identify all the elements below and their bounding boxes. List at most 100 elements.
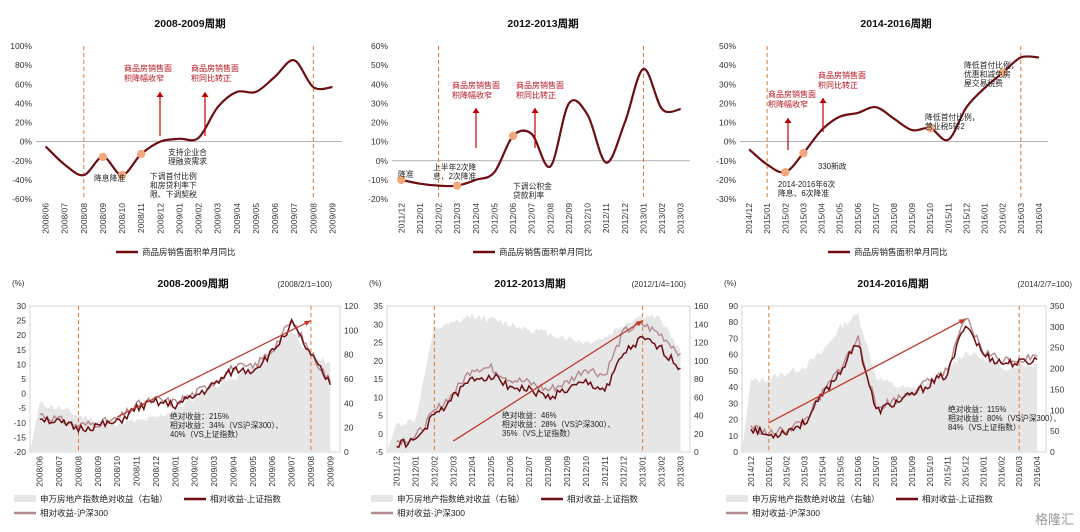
red-annotation: 商品房销售面积同比转正 xyxy=(516,80,564,100)
x-tick-label: 2015/01 xyxy=(762,203,772,234)
x-tick-label: 2016/01 xyxy=(980,203,990,234)
y-tick-label: -10% xyxy=(716,156,736,166)
right-tick-label: 300 xyxy=(1050,322,1064,332)
x-tick-label: 2012/05 xyxy=(489,203,499,234)
y-tick-label: -20% xyxy=(12,156,32,166)
x-tick-label: 2009/02 xyxy=(190,456,200,487)
y-tick-label: -30% xyxy=(716,194,736,204)
legend-swatch xyxy=(726,495,748,502)
trend-arrow xyxy=(768,318,966,424)
y-tick-label: -40% xyxy=(12,175,32,185)
x-tick-label: 2009/08 xyxy=(308,203,318,234)
y-tick-label: -20% xyxy=(368,194,388,204)
absolute-return-note: 绝对收益：215% xyxy=(170,411,229,421)
right-tick-label: 0 xyxy=(1050,447,1055,457)
x-tick-label: 2012/01 xyxy=(415,203,425,234)
x-tick-label: 2015/07 xyxy=(871,203,881,234)
unit-label: (%) xyxy=(369,279,382,288)
series-line xyxy=(401,67,681,188)
right-tick-label: 40 xyxy=(344,398,354,408)
y-tick-label: 10% xyxy=(371,137,388,147)
right-tick-label: 80 xyxy=(694,374,704,384)
x-tick-label: 2008/10 xyxy=(117,203,127,234)
x-tick-label: 2015/01 xyxy=(764,456,774,487)
left-tick-label: 5 xyxy=(378,411,383,421)
x-tick-label: 2008/11 xyxy=(136,203,146,233)
policy-marker xyxy=(397,175,406,185)
policy-annotation: 下调公积金贷款利率 xyxy=(513,181,552,200)
policy-annotation: 支持企业合理融资需求 xyxy=(168,147,207,166)
x-tick-label: 2012/09 xyxy=(564,203,574,234)
x-tick-label: 2008/09 xyxy=(98,203,108,234)
x-tick-label: 2012/07 xyxy=(527,203,537,234)
red-annotation: 商品房销售面积同比转正 xyxy=(818,70,866,90)
y-tick-label: 50% xyxy=(719,41,736,51)
x-tick-label: 2009/06 xyxy=(267,456,277,487)
x-tick-label: 2009/03 xyxy=(209,456,219,487)
x-tick-label: 2008/09 xyxy=(93,456,103,487)
x-tick-label: 2009/01 xyxy=(170,456,180,487)
policy-annotation: 降低首付比例，优惠和减免房屋交易税费 xyxy=(964,60,1019,88)
left-tick-label: 0 xyxy=(378,429,383,439)
x-tick-label: 2014/12 xyxy=(746,456,756,487)
relative-return-note: 相对收益：34%（VS沪深300）、 40%（VS上证指数） xyxy=(170,420,283,439)
x-tick-label: 2008/07 xyxy=(54,456,64,487)
red-annotation: 商品房销售面积同比转正 xyxy=(191,63,239,83)
legend-label: 申万房地产指数绝对收益（右轴） xyxy=(397,494,525,504)
left-tick-label: 15 xyxy=(17,345,27,355)
x-tick-label: 2009/07 xyxy=(289,203,299,234)
absolute-return-note: 绝对收益：46% xyxy=(502,410,557,420)
x-tick-label: 2015/10 xyxy=(925,203,935,234)
x-tick-label: 2015/04 xyxy=(817,456,827,487)
x-tick-label: 2008/12 xyxy=(155,203,165,234)
bottom-chart-3: 2014-2016周期 (2014/2/7=100) (%) 90 80 70 60 50 40… xyxy=(724,277,1072,518)
right-tick-label: 160 xyxy=(694,301,708,311)
series-line xyxy=(748,55,1039,174)
left-tick-label: 15 xyxy=(374,374,384,384)
legend-label: 商品房销售面积单月同比 xyxy=(854,247,948,257)
x-tick-label: 2008/10 xyxy=(112,456,122,487)
right-tick-label: 200 xyxy=(1050,364,1064,374)
x-tick-label: 2013/02 xyxy=(657,456,667,487)
right-tick-label: 100 xyxy=(694,356,708,366)
top-chart-2: 2012-2013周期 60% 50% 40% 30% 20% 10% 0% -10% -20% 2… xyxy=(368,17,690,257)
x-tick-label: 2012/10 xyxy=(583,203,593,234)
x-tick-label: 2009/04 xyxy=(228,456,238,487)
x-tick-label: 2016/03 xyxy=(1016,203,1026,234)
x-tick-label: 2012/09 xyxy=(562,456,572,487)
relative-hs300-line xyxy=(750,317,1038,437)
x-tick-label: 2013/03 xyxy=(676,203,686,234)
base-note: (2008/2/1=100) xyxy=(278,280,333,289)
right-tick-label: 60 xyxy=(344,374,354,384)
arrow-head xyxy=(531,108,539,113)
y-tick-label: 40% xyxy=(15,98,32,108)
y-tick-label: 100% xyxy=(10,41,32,51)
x-tick-label: 2009/05 xyxy=(248,456,258,487)
trend-arrow-head xyxy=(303,320,311,326)
chart-title: 2014-2016周期 xyxy=(857,277,928,290)
base-note: (2012/1/4=100) xyxy=(632,280,687,289)
unit-label: (%) xyxy=(12,279,25,288)
x-tick-label: 2015/09 xyxy=(907,456,917,487)
policy-marker xyxy=(508,131,518,141)
x-tick-label: 2008/12 xyxy=(151,456,161,487)
legend-label: 相对收益-沪深300 xyxy=(397,508,465,518)
right-tick-label: 150 xyxy=(1050,384,1064,394)
legend-label: 申万房地产指数绝对收益（右轴） xyxy=(752,494,880,504)
right-tick-label: 100 xyxy=(344,325,358,335)
top-chart-3: 2014-2016周期 50% 40% 30% 20% 10% 0% -10% -20% -30%… xyxy=(716,17,1048,257)
left-tick-label: -15 xyxy=(14,432,27,442)
x-tick-label: 2015/08 xyxy=(889,456,899,487)
right-tick-label: 0 xyxy=(694,447,699,457)
left-tick-label: 0 xyxy=(21,389,26,399)
left-tick-label: 60 xyxy=(729,350,739,360)
left-tick-label: 25 xyxy=(17,316,27,326)
x-tick-label: 2015/11 xyxy=(943,456,953,486)
x-tick-label: 2015/06 xyxy=(853,203,863,234)
left-tick-label: 20 xyxy=(374,356,384,366)
y-tick-label: 60% xyxy=(15,79,32,89)
relative-sh-line xyxy=(750,325,1038,440)
x-tick-label: 2015/07 xyxy=(871,456,881,487)
chart-title: 2008-2009周期 xyxy=(154,17,225,30)
x-tick-label: 2012/07 xyxy=(524,456,534,487)
